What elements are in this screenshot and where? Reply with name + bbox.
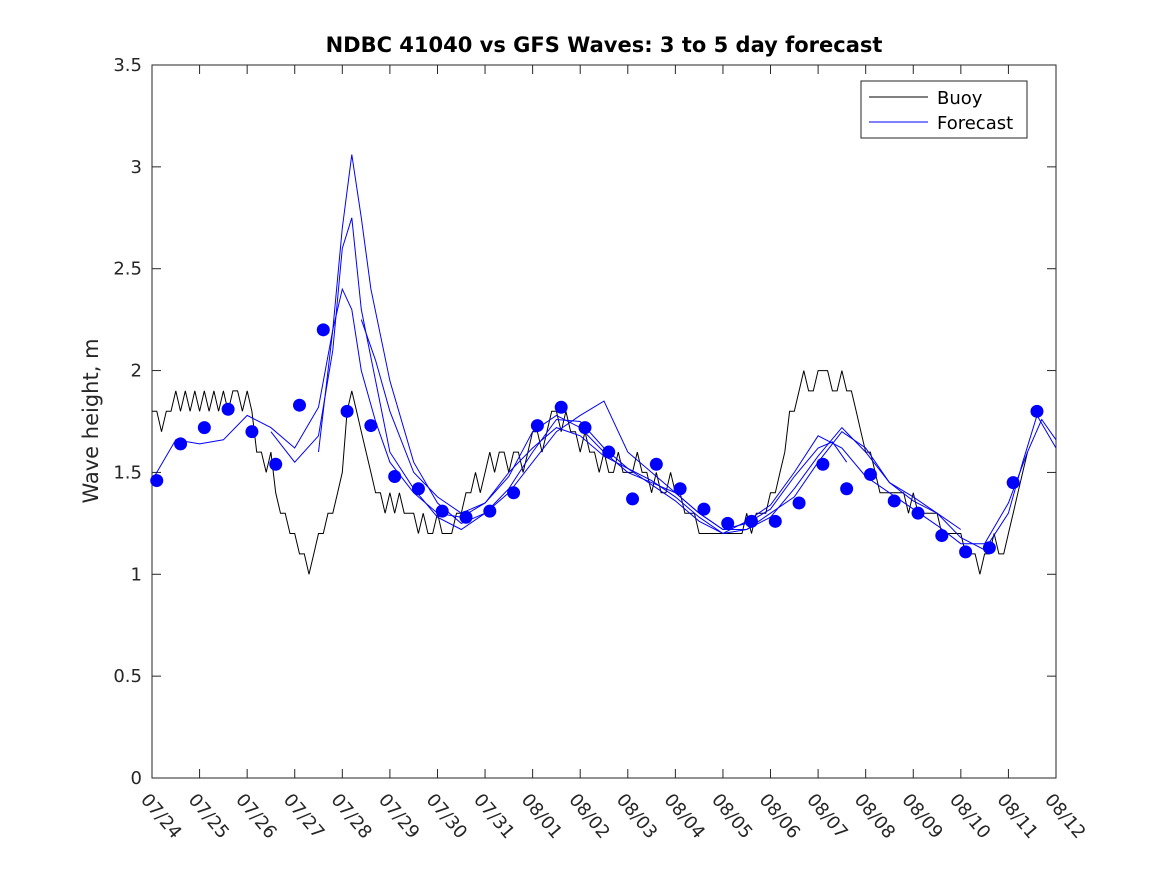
forecast-point: [768, 514, 782, 528]
legend: Buoy Forecast: [860, 80, 1028, 139]
forecast-point: [673, 482, 687, 496]
forecast-point: [459, 510, 473, 524]
forecast-point: [435, 504, 449, 518]
forecast-point: [982, 541, 996, 555]
y-tick-label: 3: [131, 157, 142, 178]
chart-title: NDBC 41040 vs GFS Waves: 3 to 5 day fore…: [326, 33, 883, 57]
y-tick-label: 0.5: [113, 666, 142, 687]
forecast-point: [649, 457, 663, 471]
forecast-point: [959, 545, 973, 559]
forecast-point: [316, 323, 330, 337]
forecast-point: [292, 398, 306, 412]
forecast-point: [507, 486, 521, 500]
forecast-point: [626, 492, 640, 506]
forecast-point: [530, 419, 544, 433]
forecast-point: [150, 474, 164, 488]
forecast-point: [411, 482, 425, 496]
y-axis-label: Wave height, m: [79, 338, 103, 503]
forecast-series-line-1: [151, 287, 848, 531]
forecast-series-line-2: [270, 217, 962, 535]
plot-area: [151, 64, 1057, 779]
forecast-point: [744, 514, 758, 528]
forecast-point: [1006, 476, 1020, 490]
forecast-point: [269, 457, 283, 471]
forecast-point: [840, 482, 854, 496]
forecast-point: [483, 504, 497, 518]
forecast-point: [174, 437, 188, 451]
y-tick-label: 2.5: [113, 259, 142, 280]
y-tick-label: 3.5: [113, 55, 142, 76]
forecast-point: [697, 502, 711, 516]
forecast-point: [792, 496, 806, 510]
forecast-point: [816, 457, 830, 471]
forecast-point: [364, 419, 378, 433]
forecast-point: [221, 402, 235, 416]
forecast-point: [911, 506, 925, 520]
forecast-point: [887, 494, 901, 508]
buoy-series-line: [152, 370, 1028, 575]
forecast-point: [1030, 404, 1044, 418]
forecast-point: [721, 516, 735, 530]
forecast-point: [935, 529, 949, 543]
forecast-point: [602, 445, 616, 459]
forecast-point: [578, 421, 592, 435]
forecast-point: [197, 421, 211, 435]
y-tick-label: 1: [131, 564, 142, 585]
legend-box: [860, 80, 1028, 139]
legend-buoy-label: Buoy: [937, 88, 983, 109]
y-tick-label: 0: [131, 768, 142, 789]
legend-forecast-label: Forecast: [937, 113, 1013, 134]
forecast-point: [340, 404, 354, 418]
y-tick-label: 2: [131, 361, 142, 382]
forecast-point: [388, 470, 402, 484]
forecast-point: [863, 467, 877, 481]
forecast-point: [554, 400, 568, 414]
forecast-point: [245, 425, 259, 439]
y-tick-label: 1.5: [113, 462, 142, 483]
